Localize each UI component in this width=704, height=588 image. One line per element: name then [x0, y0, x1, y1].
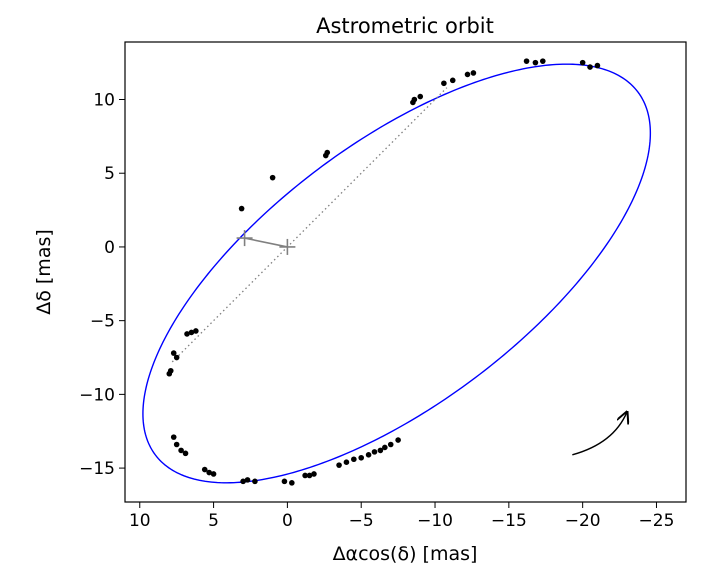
observation-point — [587, 64, 593, 70]
observation-point — [410, 99, 416, 106]
observation-point — [311, 471, 317, 477]
observation-point — [244, 477, 251, 483]
observation-point — [395, 437, 401, 443]
x-tick-label: 10 — [129, 511, 151, 531]
observation-point — [170, 434, 177, 440]
observation-point — [173, 354, 180, 361]
star-marker — [279, 238, 296, 255]
observation-point — [281, 478, 288, 485]
y-tick-label: −10 — [79, 385, 115, 405]
direction-arrow — [572, 412, 627, 456]
observation-point — [269, 174, 276, 181]
observation-point — [371, 449, 378, 455]
x-axis-label: Δαcos(δ) [mas] — [333, 543, 478, 565]
observation-point — [382, 444, 388, 451]
chart-title: Astrometric orbit — [316, 14, 494, 38]
observation-point — [387, 441, 394, 448]
observation-point — [167, 367, 174, 374]
plot-area — [142, 58, 652, 486]
observation-point — [579, 59, 586, 66]
y-axis-ticks: 10 5 0 −5 −10 −15 — [79, 91, 125, 479]
observation-point — [306, 472, 313, 479]
observation-point — [240, 478, 246, 485]
observation-point — [210, 471, 217, 477]
y-tick-label: −15 — [79, 459, 115, 479]
observation-point — [302, 472, 308, 479]
observation-point — [470, 70, 477, 76]
companion-marker — [236, 230, 253, 247]
y-axis-label: Δδ [mas] — [33, 229, 55, 315]
observation-point — [170, 350, 177, 356]
plot-frame — [124, 41, 687, 503]
observation-point — [532, 59, 539, 66]
x-axis-ticks: 10 5 0 −5 −10 −15 −20 −25 — [129, 502, 674, 531]
observation-point — [193, 328, 199, 334]
x-tick-label: −15 — [491, 511, 527, 531]
x-tick-label: −5 — [349, 511, 374, 531]
observation-point — [178, 447, 184, 454]
x-tick-label: −25 — [639, 511, 675, 531]
y-tick-label: 5 — [104, 164, 115, 184]
orbit-path — [142, 63, 652, 484]
observation-point — [184, 331, 190, 337]
observation-point — [324, 149, 331, 156]
y-tick-label: 0 — [104, 238, 115, 258]
observation-point — [417, 93, 424, 100]
observation-point — [173, 441, 180, 448]
y-tick-label: −5 — [90, 312, 115, 332]
x-tick-label: 5 — [208, 511, 219, 531]
observation-point — [336, 462, 342, 468]
observation-point — [343, 459, 350, 465]
observation-point — [594, 62, 601, 69]
observation-point — [289, 480, 295, 486]
observation-point — [206, 469, 212, 476]
observation-point — [441, 80, 447, 87]
observation-point — [377, 447, 384, 454]
y-tick-label: 10 — [93, 91, 115, 111]
observation-point — [351, 456, 357, 463]
star-companion-line — [244, 237, 288, 248]
observation-point — [539, 58, 546, 64]
x-tick-label: −20 — [565, 511, 601, 531]
x-tick-label: 0 — [282, 511, 293, 531]
observation-point — [449, 77, 456, 84]
observation-point — [523, 58, 530, 64]
observation-point — [238, 205, 245, 212]
periastron-line — [171, 87, 448, 363]
x-tick-label: −10 — [417, 511, 453, 531]
observation-point — [365, 452, 372, 458]
observation-point — [201, 466, 208, 473]
observation-point — [188, 329, 195, 336]
observation-point — [252, 478, 258, 485]
observation-point — [358, 454, 365, 461]
observation-point — [464, 71, 471, 78]
observation-point — [182, 450, 189, 457]
